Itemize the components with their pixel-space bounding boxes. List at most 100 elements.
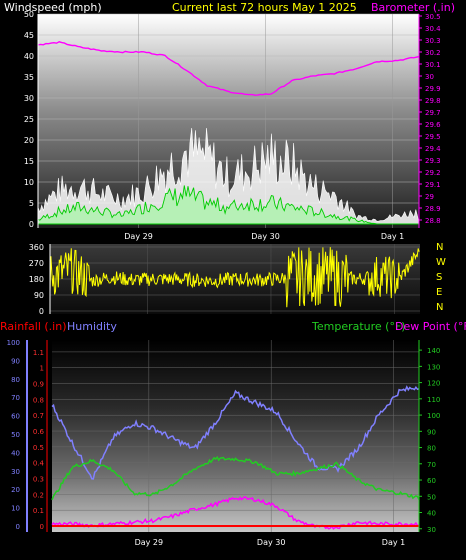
humidity-line xyxy=(51,385,420,480)
direction-tick-label: 360 xyxy=(29,243,44,252)
wind-tick-label: 15 xyxy=(24,157,34,166)
direction-panel-series xyxy=(49,247,420,308)
rain-tick-label: 1 xyxy=(40,365,44,373)
compass-label: S xyxy=(436,272,442,283)
temperature-tick-label: 120 xyxy=(427,380,440,388)
direction-tick-label: 90 xyxy=(34,291,44,300)
climate-day-label: Day 29 xyxy=(135,538,164,547)
temperature-tick-label: 30 xyxy=(427,526,436,534)
rain-tick-label: 0.2 xyxy=(33,491,44,499)
windspeed-title: Windspeed (mph) xyxy=(4,1,102,14)
chart-title: Current last 72 hours May 1 2025 xyxy=(172,1,357,14)
humidity-tick-label: 10 xyxy=(11,505,20,513)
wind-tick-label: 20 xyxy=(24,136,34,145)
compass-label: N xyxy=(436,302,443,313)
wind-tick-label: 5 xyxy=(29,199,34,208)
climate-day-label: Day 30 xyxy=(257,538,286,547)
temperature-tick-label: 140 xyxy=(427,347,440,355)
barometer-line xyxy=(37,41,420,96)
legend-rainfall: Rainfall (.in) xyxy=(0,320,67,333)
climate-panel-axes: 0 10 20 30 40 50 60 70 80 90 100 0 0.1 0.2 0.3 0.4 0.5 0.… xyxy=(7,339,441,547)
wind-tick-label: 45 xyxy=(24,31,34,40)
barometer-title: Barometer (.in) xyxy=(371,1,455,14)
wind-day-label: Day 29 xyxy=(124,232,153,241)
compass-label: W xyxy=(436,257,446,268)
wind-direction-line xyxy=(49,247,420,308)
dew-point-f-line xyxy=(51,496,420,530)
rain-tick-label: 0.9 xyxy=(33,381,44,389)
wind-tick-label: 0 xyxy=(29,220,34,229)
barometer-tick-label: 30 xyxy=(425,73,434,81)
temperature-tick-label: 90 xyxy=(427,428,436,436)
temperature-tick-label: 110 xyxy=(427,396,440,404)
direction-tick-label: 270 xyxy=(29,259,44,268)
wind-tick-label: 25 xyxy=(24,115,34,124)
temperature-tick-label: 100 xyxy=(427,412,440,420)
direction-tick-label: 0 xyxy=(39,307,44,316)
direction-panel-grid xyxy=(50,244,420,314)
humidity-tick-label: 100 xyxy=(7,339,20,347)
barometer-tick-label: 30.4 xyxy=(425,25,441,33)
wind-panel-axes: 0 5 10 15 20 25 30 35 40 45 50 28.8 28.9 29 29.1 29.2 29… xyxy=(24,10,441,241)
rain-tick-label: 0.3 xyxy=(33,476,44,484)
humidity-tick-label: 50 xyxy=(11,431,20,439)
temperature-tick-label: 80 xyxy=(427,445,436,453)
wind-tick-label: 35 xyxy=(24,73,34,82)
rain-tick-label: 0.6 xyxy=(33,428,45,436)
climate-panel-background xyxy=(52,340,419,532)
barometer-tick-label: 30.5 xyxy=(425,13,441,21)
barometer-tick-label: 29.7 xyxy=(425,109,441,117)
climate-panel-series xyxy=(51,385,420,530)
wind-panel-series xyxy=(37,41,420,225)
barometer-tick-label: 28.8 xyxy=(425,217,441,225)
barometer-tick-label: 28.9 xyxy=(425,205,441,213)
rain-tick-label: 1.1 xyxy=(33,349,44,357)
humidity-tick-label: 40 xyxy=(11,449,20,457)
temperature-tick-label: 130 xyxy=(427,363,440,371)
barometer-tick-label: 29 xyxy=(425,193,434,201)
compass-label: N xyxy=(436,242,443,253)
temperature-tick-label: 70 xyxy=(427,461,436,469)
barometer-tick-label: 30.2 xyxy=(425,49,441,57)
barometer-tick-label: 29.6 xyxy=(425,121,441,129)
legend-humidity: Humidity xyxy=(67,320,117,333)
rain-tick-label: 0.4 xyxy=(33,460,45,468)
barometer-tick-label: 29.9 xyxy=(425,85,441,93)
wind-tick-label: 30 xyxy=(24,94,34,103)
rain-tick-label: 0.1 xyxy=(33,507,44,515)
rain-tick-label: 0.5 xyxy=(33,444,44,452)
barometer-tick-label: 29.2 xyxy=(425,169,441,177)
temperature-tick-label: 40 xyxy=(427,510,436,518)
wind-gust-area xyxy=(37,127,420,225)
barometer-tick-label: 29.1 xyxy=(425,181,441,189)
humidity-tick-label: 60 xyxy=(11,413,20,421)
rain-tick-label: 0 xyxy=(40,523,44,531)
temperature-tick-label: 50 xyxy=(427,493,436,501)
barometer-tick-label: 29.5 xyxy=(425,133,441,141)
legend-temperature: Temperature (°F) xyxy=(311,320,406,333)
compass-label: E xyxy=(436,287,442,298)
barometer-tick-label: 29.3 xyxy=(425,157,441,165)
humidity-tick-label: 30 xyxy=(11,468,20,476)
barometer-tick-label: 29.8 xyxy=(425,97,441,105)
legend-dew-point: Dew Point (°F) xyxy=(395,320,466,333)
wind-tick-label: 40 xyxy=(24,52,34,61)
direction-tick-label: 180 xyxy=(29,275,44,284)
barometer-tick-label: 29.4 xyxy=(425,145,441,153)
temperature-tick-label: 60 xyxy=(427,477,436,485)
wind-day-label: Day 30 xyxy=(251,232,280,241)
wind-average-area xyxy=(37,185,419,225)
climate-day-label: Day 1 xyxy=(382,538,405,547)
temperature-f-line xyxy=(51,455,420,501)
barometer-tick-label: 30.1 xyxy=(425,61,441,69)
humidity-tick-label: 20 xyxy=(11,486,20,494)
wind-day-label: Day 1 xyxy=(381,232,404,241)
rain-tick-label: 0.7 xyxy=(33,412,44,420)
barometer-tick-label: 30.3 xyxy=(425,37,441,45)
humidity-tick-label: 90 xyxy=(11,357,20,365)
wind-tick-label: 50 xyxy=(24,10,34,19)
rain-tick-label: 0.8 xyxy=(33,396,44,404)
wind-tick-label: 10 xyxy=(24,178,34,187)
